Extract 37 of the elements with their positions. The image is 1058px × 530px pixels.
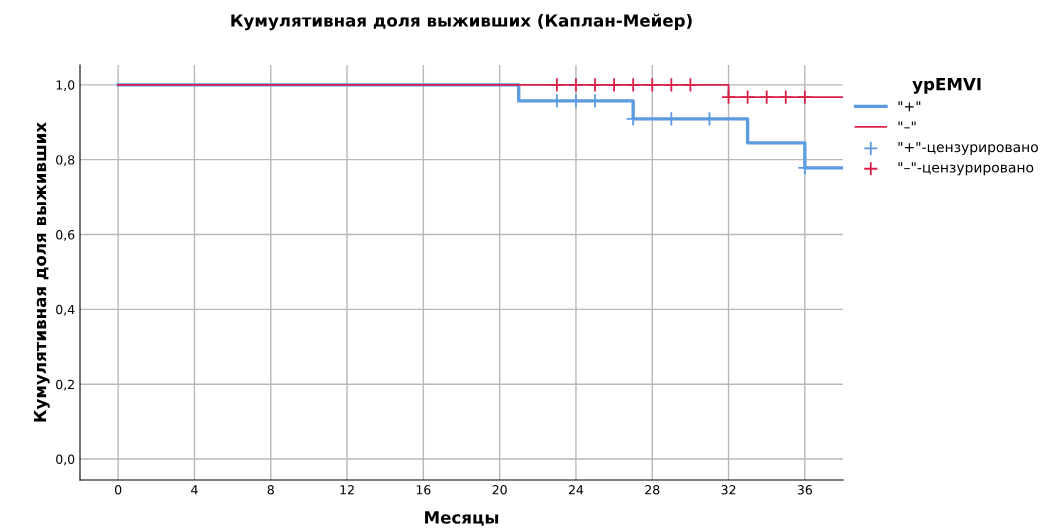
point xyxy=(625,77,641,93)
x-axis-title: Месяцы xyxy=(425,511,499,526)
y-tick-label: 0,8 xyxy=(56,155,75,166)
x-tick-label: 36 xyxy=(797,485,813,495)
point xyxy=(778,89,794,105)
x-tick-label: 4 xyxy=(191,485,198,495)
point xyxy=(797,89,813,105)
point xyxy=(721,89,737,105)
x-tick-label: 20 xyxy=(492,485,507,495)
legend-label: "–" xyxy=(898,121,916,129)
point xyxy=(568,77,584,93)
y-tick-label: 1,0 xyxy=(56,80,75,92)
x-tick-label: 0 xyxy=(115,485,122,495)
chart-title: Кумулятивная доля выживших (Каплан-Мейер) xyxy=(231,13,692,31)
x-tick-label: 24 xyxy=(568,485,584,495)
x-tick-label: 28 xyxy=(645,485,660,495)
point xyxy=(682,77,698,93)
point xyxy=(644,77,660,93)
legend-title: урEMVI xyxy=(912,78,981,94)
y-tick-label: 0,0 xyxy=(56,454,75,466)
point xyxy=(759,89,775,105)
point xyxy=(549,77,565,93)
y-axis-title: Кумулятивная доля выживших xyxy=(33,122,50,422)
y-tick-label: 0,6 xyxy=(56,229,75,241)
point xyxy=(663,77,679,93)
legend-label: "+"-цензурировано xyxy=(898,141,1038,155)
point xyxy=(606,77,622,93)
legend-label: "+" xyxy=(898,101,921,112)
y-tick-label: 0,2 xyxy=(56,379,74,391)
x-tick-label: 16 xyxy=(416,485,431,495)
x-tick-label: 32 xyxy=(721,485,736,495)
point xyxy=(587,77,603,93)
y-tick-label: 0,4 xyxy=(56,304,75,316)
x-tick-label: 12 xyxy=(340,485,354,495)
x-tick-label: 8 xyxy=(267,485,274,495)
legend-label: "–"-цензурировано xyxy=(898,162,1034,176)
point xyxy=(740,89,756,105)
